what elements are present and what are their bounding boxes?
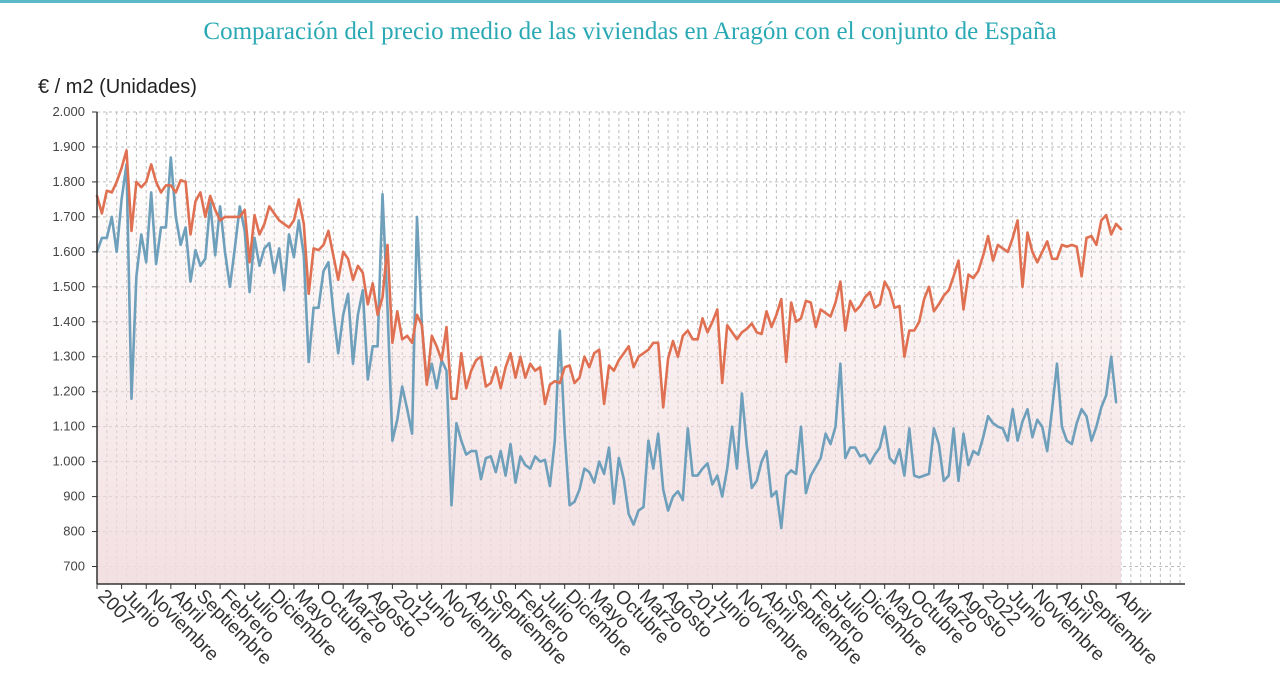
y-tick-label: 1.500	[52, 279, 85, 294]
y-axis-unit-label: € / m2 (Unidades)	[38, 76, 197, 98]
y-axis-ticks: 700 800 900 1.000 1.100 1.200 1.300 1.400 1.500 1…	[52, 104, 85, 574]
y-tick-label: 900	[63, 489, 85, 504]
y-tick-label: 1.000	[52, 454, 85, 469]
y-tick-label: 1.700	[52, 209, 85, 224]
y-tick-label: 1.600	[52, 244, 85, 259]
y-tick-label: 1.200	[52, 384, 85, 399]
y-tick-label: 1.100	[52, 419, 85, 434]
y-tick-label: 2.000	[52, 104, 85, 119]
series-line-lower	[95, 156, 1118, 530]
axes	[92, 111, 1185, 589]
y-tick-label: 1.300	[52, 349, 85, 364]
y-tick-label: 1.900	[52, 139, 85, 154]
y-tick-label: 700	[63, 559, 85, 574]
chart-title: Comparación del precio medio de las vivi…	[203, 18, 1057, 45]
series-lines	[95, 149, 1123, 530]
series-line-upper	[95, 149, 1123, 409]
y-tick-label: 1.400	[52, 314, 85, 329]
top-rule	[0, 0, 1280, 3]
y-tick-label: 1.800	[52, 174, 85, 189]
y-tick-label: 800	[63, 524, 85, 539]
x-axis-ticks: 2007JunioNoviembreAbrilSeptiembreFebrero…	[93, 586, 1161, 670]
